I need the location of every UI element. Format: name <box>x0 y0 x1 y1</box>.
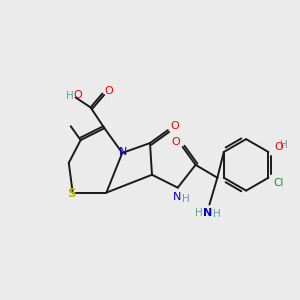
Text: N: N <box>203 208 212 218</box>
Text: N: N <box>119 147 128 157</box>
Text: O: O <box>274 142 283 152</box>
Text: N: N <box>172 192 181 202</box>
Text: H: H <box>66 91 74 100</box>
Text: S: S <box>68 187 76 200</box>
Text: H: H <box>182 194 190 203</box>
Text: H: H <box>195 208 203 218</box>
Text: O: O <box>73 89 82 100</box>
Text: H: H <box>280 140 288 150</box>
Text: Cl: Cl <box>273 178 284 188</box>
Text: O: O <box>104 85 113 96</box>
Text: O: O <box>170 121 179 131</box>
Text: H: H <box>212 209 220 219</box>
Text: O: O <box>171 137 180 147</box>
